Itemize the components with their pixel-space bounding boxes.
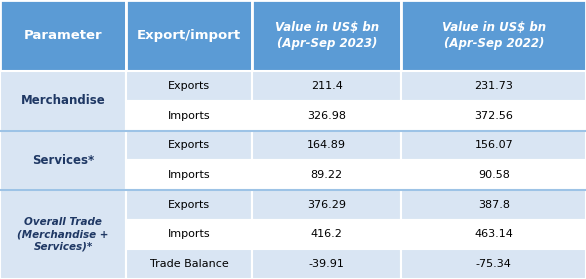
Bar bbox=[126, 0, 252, 71]
Text: 326.98: 326.98 bbox=[307, 111, 346, 121]
Bar bbox=[126, 190, 252, 220]
Bar bbox=[401, 160, 586, 190]
Bar bbox=[252, 131, 401, 160]
Text: Imports: Imports bbox=[168, 111, 210, 121]
Bar bbox=[401, 71, 586, 101]
Bar bbox=[401, 190, 586, 220]
Text: Exports: Exports bbox=[168, 140, 210, 150]
Bar bbox=[0, 190, 126, 279]
Text: 387.8: 387.8 bbox=[478, 200, 510, 210]
Text: Services*: Services* bbox=[32, 154, 94, 167]
Text: Overall Trade
(Merchandise +
Services)*: Overall Trade (Merchandise + Services)* bbox=[17, 217, 109, 252]
Text: Value in US$ bn
(Apr-Sep 2023): Value in US$ bn (Apr-Sep 2023) bbox=[275, 21, 379, 50]
Text: 231.73: 231.73 bbox=[474, 81, 513, 91]
Text: 372.56: 372.56 bbox=[474, 111, 513, 121]
Bar bbox=[0, 131, 126, 190]
Bar bbox=[126, 160, 252, 190]
Text: Trade Balance: Trade Balance bbox=[149, 259, 229, 269]
Bar bbox=[126, 131, 252, 160]
Text: Export/import: Export/import bbox=[137, 29, 241, 42]
Bar bbox=[252, 249, 401, 279]
Text: 90.58: 90.58 bbox=[478, 170, 510, 180]
Bar bbox=[126, 220, 252, 249]
Bar bbox=[0, 71, 126, 131]
Text: Value in US$ bn
(Apr-Sep 2022): Value in US$ bn (Apr-Sep 2022) bbox=[442, 21, 546, 50]
Text: Exports: Exports bbox=[168, 200, 210, 210]
Bar bbox=[401, 220, 586, 249]
Text: 376.29: 376.29 bbox=[307, 200, 346, 210]
Text: Exports: Exports bbox=[168, 81, 210, 91]
Text: Merchandise: Merchandise bbox=[21, 94, 105, 107]
Bar bbox=[252, 0, 401, 71]
Text: 164.89: 164.89 bbox=[307, 140, 346, 150]
Text: -75.34: -75.34 bbox=[476, 259, 512, 269]
Text: 89.22: 89.22 bbox=[311, 170, 343, 180]
Bar bbox=[252, 160, 401, 190]
Bar bbox=[401, 131, 586, 160]
Bar bbox=[252, 190, 401, 220]
Text: Parameter: Parameter bbox=[23, 29, 103, 42]
Bar bbox=[252, 101, 401, 131]
Text: 416.2: 416.2 bbox=[311, 229, 343, 239]
Text: Imports: Imports bbox=[168, 170, 210, 180]
Bar bbox=[401, 249, 586, 279]
Bar bbox=[401, 101, 586, 131]
Text: Imports: Imports bbox=[168, 229, 210, 239]
Bar bbox=[126, 249, 252, 279]
Bar bbox=[252, 71, 401, 101]
Text: 211.4: 211.4 bbox=[311, 81, 343, 91]
Bar bbox=[401, 0, 586, 71]
Bar bbox=[0, 0, 126, 71]
Bar bbox=[252, 220, 401, 249]
Text: 463.14: 463.14 bbox=[474, 229, 513, 239]
Text: -39.91: -39.91 bbox=[309, 259, 345, 269]
Bar bbox=[126, 101, 252, 131]
Text: 156.07: 156.07 bbox=[474, 140, 513, 150]
Bar bbox=[126, 71, 252, 101]
